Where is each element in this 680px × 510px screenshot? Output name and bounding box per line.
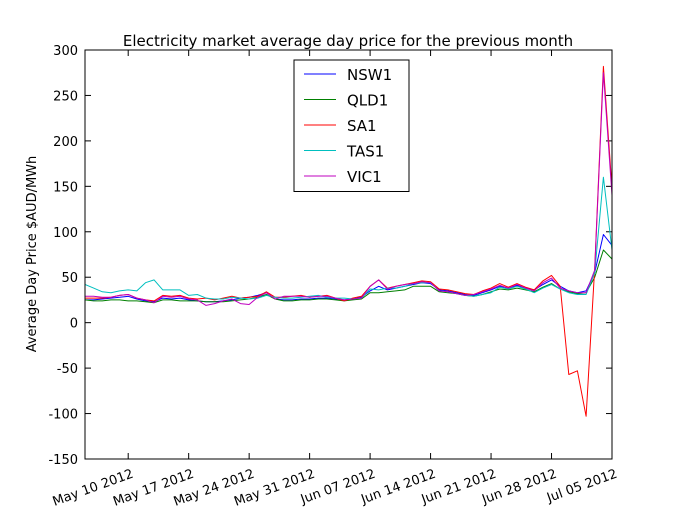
plot-frame (84, 49, 613, 460)
series-line-tas1 (85, 176, 612, 300)
y-axis: -150 -100 -50 0 50 100 150 200 250 300 (48, 44, 612, 468)
y-tick-label: 100 (53, 226, 78, 241)
y-axis-label: Average Day Price $AUD/MWh (25, 156, 40, 353)
y-tick-label: -150 (48, 453, 78, 468)
chart-title: Electricity market average day price for… (123, 32, 573, 50)
y-tick-label: 250 (53, 89, 78, 104)
series-lines (85, 65, 612, 417)
y-tick-label: -50 (57, 362, 78, 377)
legend-label-qld1: QLD1 (347, 92, 388, 110)
y-tick-label: 0 (70, 317, 78, 332)
y-tick-label: 50 (61, 271, 78, 286)
legend-box (293, 59, 410, 192)
legend-label-tas1: TAS1 (346, 143, 384, 161)
y-tick-label: -100 (48, 408, 78, 423)
y-tick-label: 300 (53, 44, 78, 59)
legend-label-sa1: SA1 (347, 117, 377, 135)
legend-label-vic1: VIC1 (347, 168, 382, 186)
y-tick-label: 200 (53, 135, 78, 150)
legend: NSW1 QLD1 SA1 TAS1 VIC1 (293, 59, 410, 192)
series-line-qld1 (85, 249, 612, 304)
legend-label-nsw1: NSW1 (347, 66, 392, 84)
y-tick-label: 150 (53, 180, 78, 195)
series-line-vic1 (85, 72, 612, 306)
